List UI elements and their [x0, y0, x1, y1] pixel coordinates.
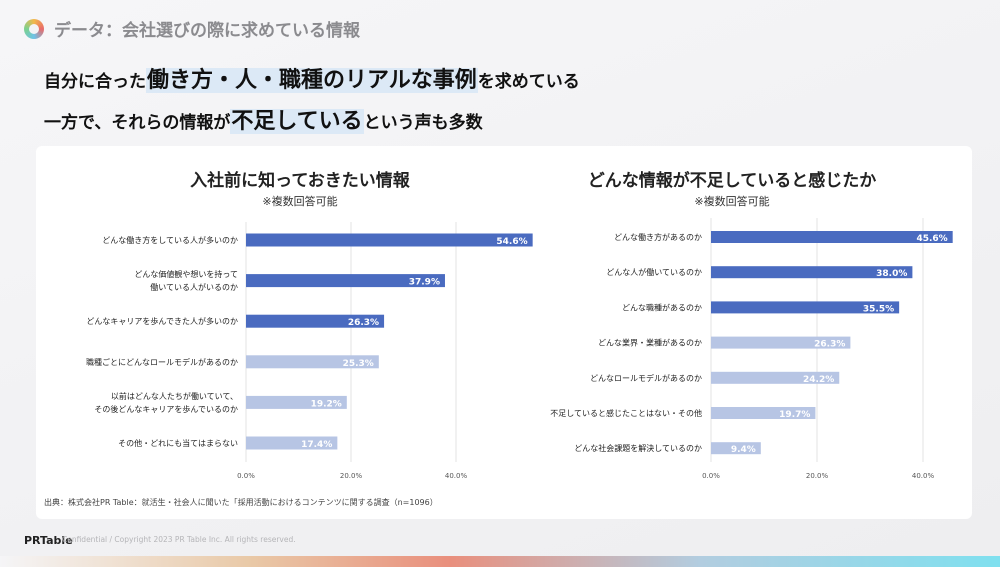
chart2-title: どんな情報が不足していると感じたか: [587, 171, 877, 191]
header-title: データ：会社選びの際に求めている情報: [54, 21, 360, 41]
chart1-category-label: どんな働き方をしている人が多いのか: [102, 235, 238, 245]
chart2-bar: [711, 371, 840, 384]
chart1-bar: [246, 233, 533, 247]
header: データ：会社選びの際に求めている情報: [24, 16, 360, 41]
chart2-value-label: 26.3%: [814, 340, 845, 350]
chart2-value-label: 38.0%: [876, 269, 907, 279]
chart2-category-label: どんな社会課題を解決しているのか: [574, 443, 702, 453]
chart1-bar: [246, 274, 445, 288]
chart1-title: 入社前に知っておきたい情報: [190, 171, 410, 191]
headline2-emphasis: 不足している: [230, 109, 364, 134]
chart1-bar: [246, 436, 338, 450]
chart1-category-label: 職種ごとにどんなロールモデルがあるのか: [86, 357, 238, 367]
footer-brand-logo: PRTable: [24, 534, 73, 547]
chart2-tick-label: 0.0%: [702, 472, 720, 480]
chart2-bar: [711, 231, 953, 243]
chart1-category-label: その後どんなキャリアを歩んでいるのか: [94, 404, 238, 414]
chart2-bar: [711, 301, 900, 314]
chart2-bar: [711, 442, 761, 455]
chart1-value-label: 19.2%: [311, 399, 342, 409]
chart2-bar: [711, 336, 851, 349]
chart1-value-label: 37.9%: [409, 278, 440, 288]
chart1-category-label: その他・どれにも当てはまらない: [118, 438, 238, 448]
chart2-category-label: どんな職種があるのか: [622, 302, 702, 312]
chart1-bar: [246, 355, 379, 369]
chart1-category-label: 働いている人がいるのか: [150, 282, 238, 292]
chart2-tick-label: 40.0%: [912, 472, 935, 480]
chart2-bar: [711, 266, 913, 279]
chart1-value-label: 26.3%: [348, 318, 379, 328]
chart2-category-label: 不足していると感じたことはない・その他: [550, 408, 702, 418]
chart2-subtitle: ※複数回答可能: [694, 195, 770, 208]
headline1-part-c: を求めている: [477, 72, 580, 92]
chart2-category-label: どんな人が働いているのか: [606, 267, 702, 277]
chart1-value-label: 17.4%: [301, 440, 332, 450]
chart1-value-label: 25.3%: [343, 359, 374, 369]
headline1-part-a: 自分に合った: [44, 72, 146, 92]
chart1-tick-label: 20.0%: [340, 472, 363, 480]
headline-line2: 一方で、それらの情報が不足しているという声も多数: [44, 103, 483, 135]
headline2-part-c: という声も多数: [363, 113, 483, 133]
headline2-part-a: 一方で、それらの情報が: [44, 113, 231, 133]
chart2-value-label: 24.2%: [803, 375, 834, 385]
chart1-tick-label: 0.0%: [237, 472, 255, 480]
chart1-category-label: どんな価値観や想いを持って: [134, 269, 238, 279]
chart2-value-label: 35.5%: [863, 304, 894, 314]
chart1-category-label: 以前はどんな人たちが働いていて、: [111, 391, 238, 401]
chart1-subtitle: ※複数回答可能: [262, 195, 338, 208]
chart2-bar: [711, 407, 816, 419]
source-note: 出典：株式会社PR Table：就活生・社会人に聞いた「採用活動におけるコンテン…: [44, 498, 438, 507]
chart1-bar: [246, 395, 347, 409]
chart2-tick-label: 20.0%: [806, 472, 829, 480]
chart2-value-label: 45.6%: [916, 234, 947, 244]
chart1-tick-label: 40.0%: [445, 472, 468, 480]
chart1-category-label: どんなキャリアを歩んできた人が多いのか: [86, 316, 238, 326]
logo-icon: [24, 18, 44, 39]
chart-card: [36, 146, 972, 519]
chart1-bar: [246, 314, 385, 328]
chart2-value-label: 19.7%: [779, 410, 810, 420]
chart2-category-label: どんな働き方があるのか: [614, 232, 702, 242]
bottom-gradient-bar: [0, 556, 1000, 567]
footer-copyright: Confidential / Copyright 2023 PR Table I…: [62, 535, 296, 544]
chart2-category-label: どんなロールモデルがあるのか: [590, 373, 702, 383]
chart2-value-label: 9.4%: [731, 445, 756, 455]
headline-line1: 自分に合った働き方・人・職種のリアルな事例を求めている: [44, 62, 580, 94]
chart2-category-label: どんな業界・業種があるのか: [598, 338, 702, 348]
headline1-emphasis: 働き方・人・職種のリアルな事例: [146, 68, 478, 93]
chart1-value-label: 54.6%: [496, 237, 527, 247]
